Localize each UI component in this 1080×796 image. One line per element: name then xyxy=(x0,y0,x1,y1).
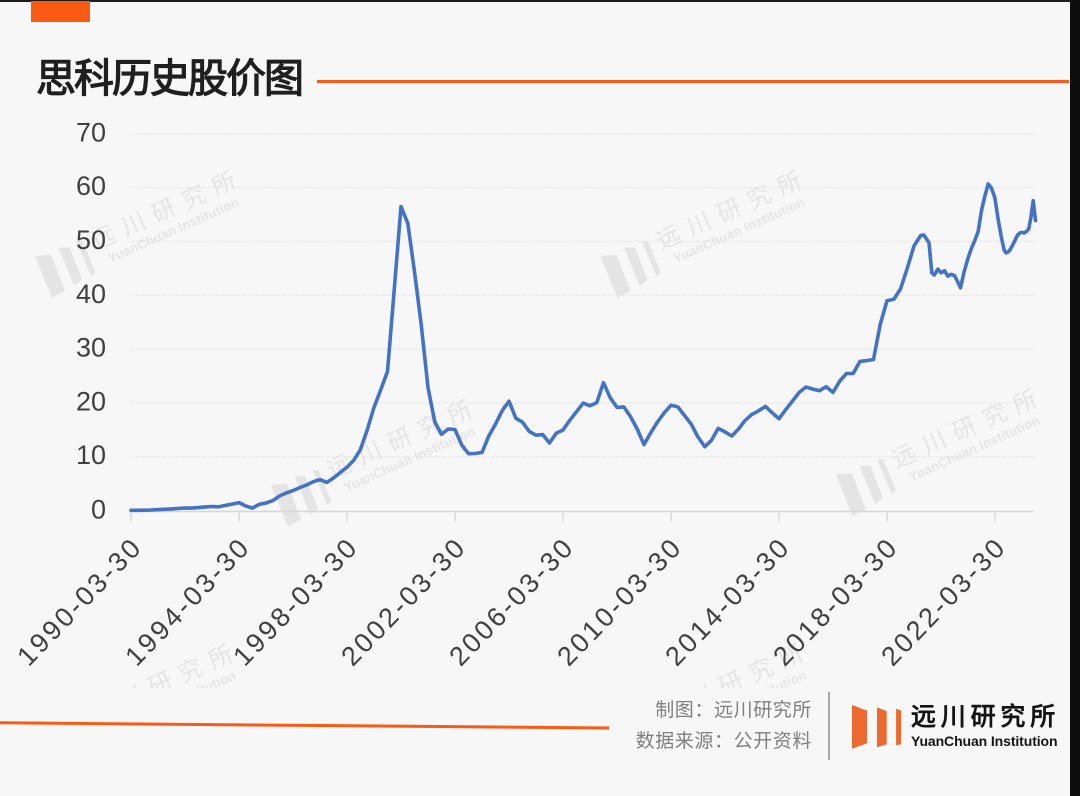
svg-text:0: 0 xyxy=(91,494,106,524)
svg-text:50: 50 xyxy=(76,225,106,255)
svg-text:60: 60 xyxy=(76,171,106,201)
svg-text:20: 20 xyxy=(76,386,106,416)
svg-text:30: 30 xyxy=(76,333,106,363)
svg-text:10: 10 xyxy=(76,440,106,470)
svg-text:70: 70 xyxy=(76,117,106,147)
svg-text:40: 40 xyxy=(76,279,106,309)
